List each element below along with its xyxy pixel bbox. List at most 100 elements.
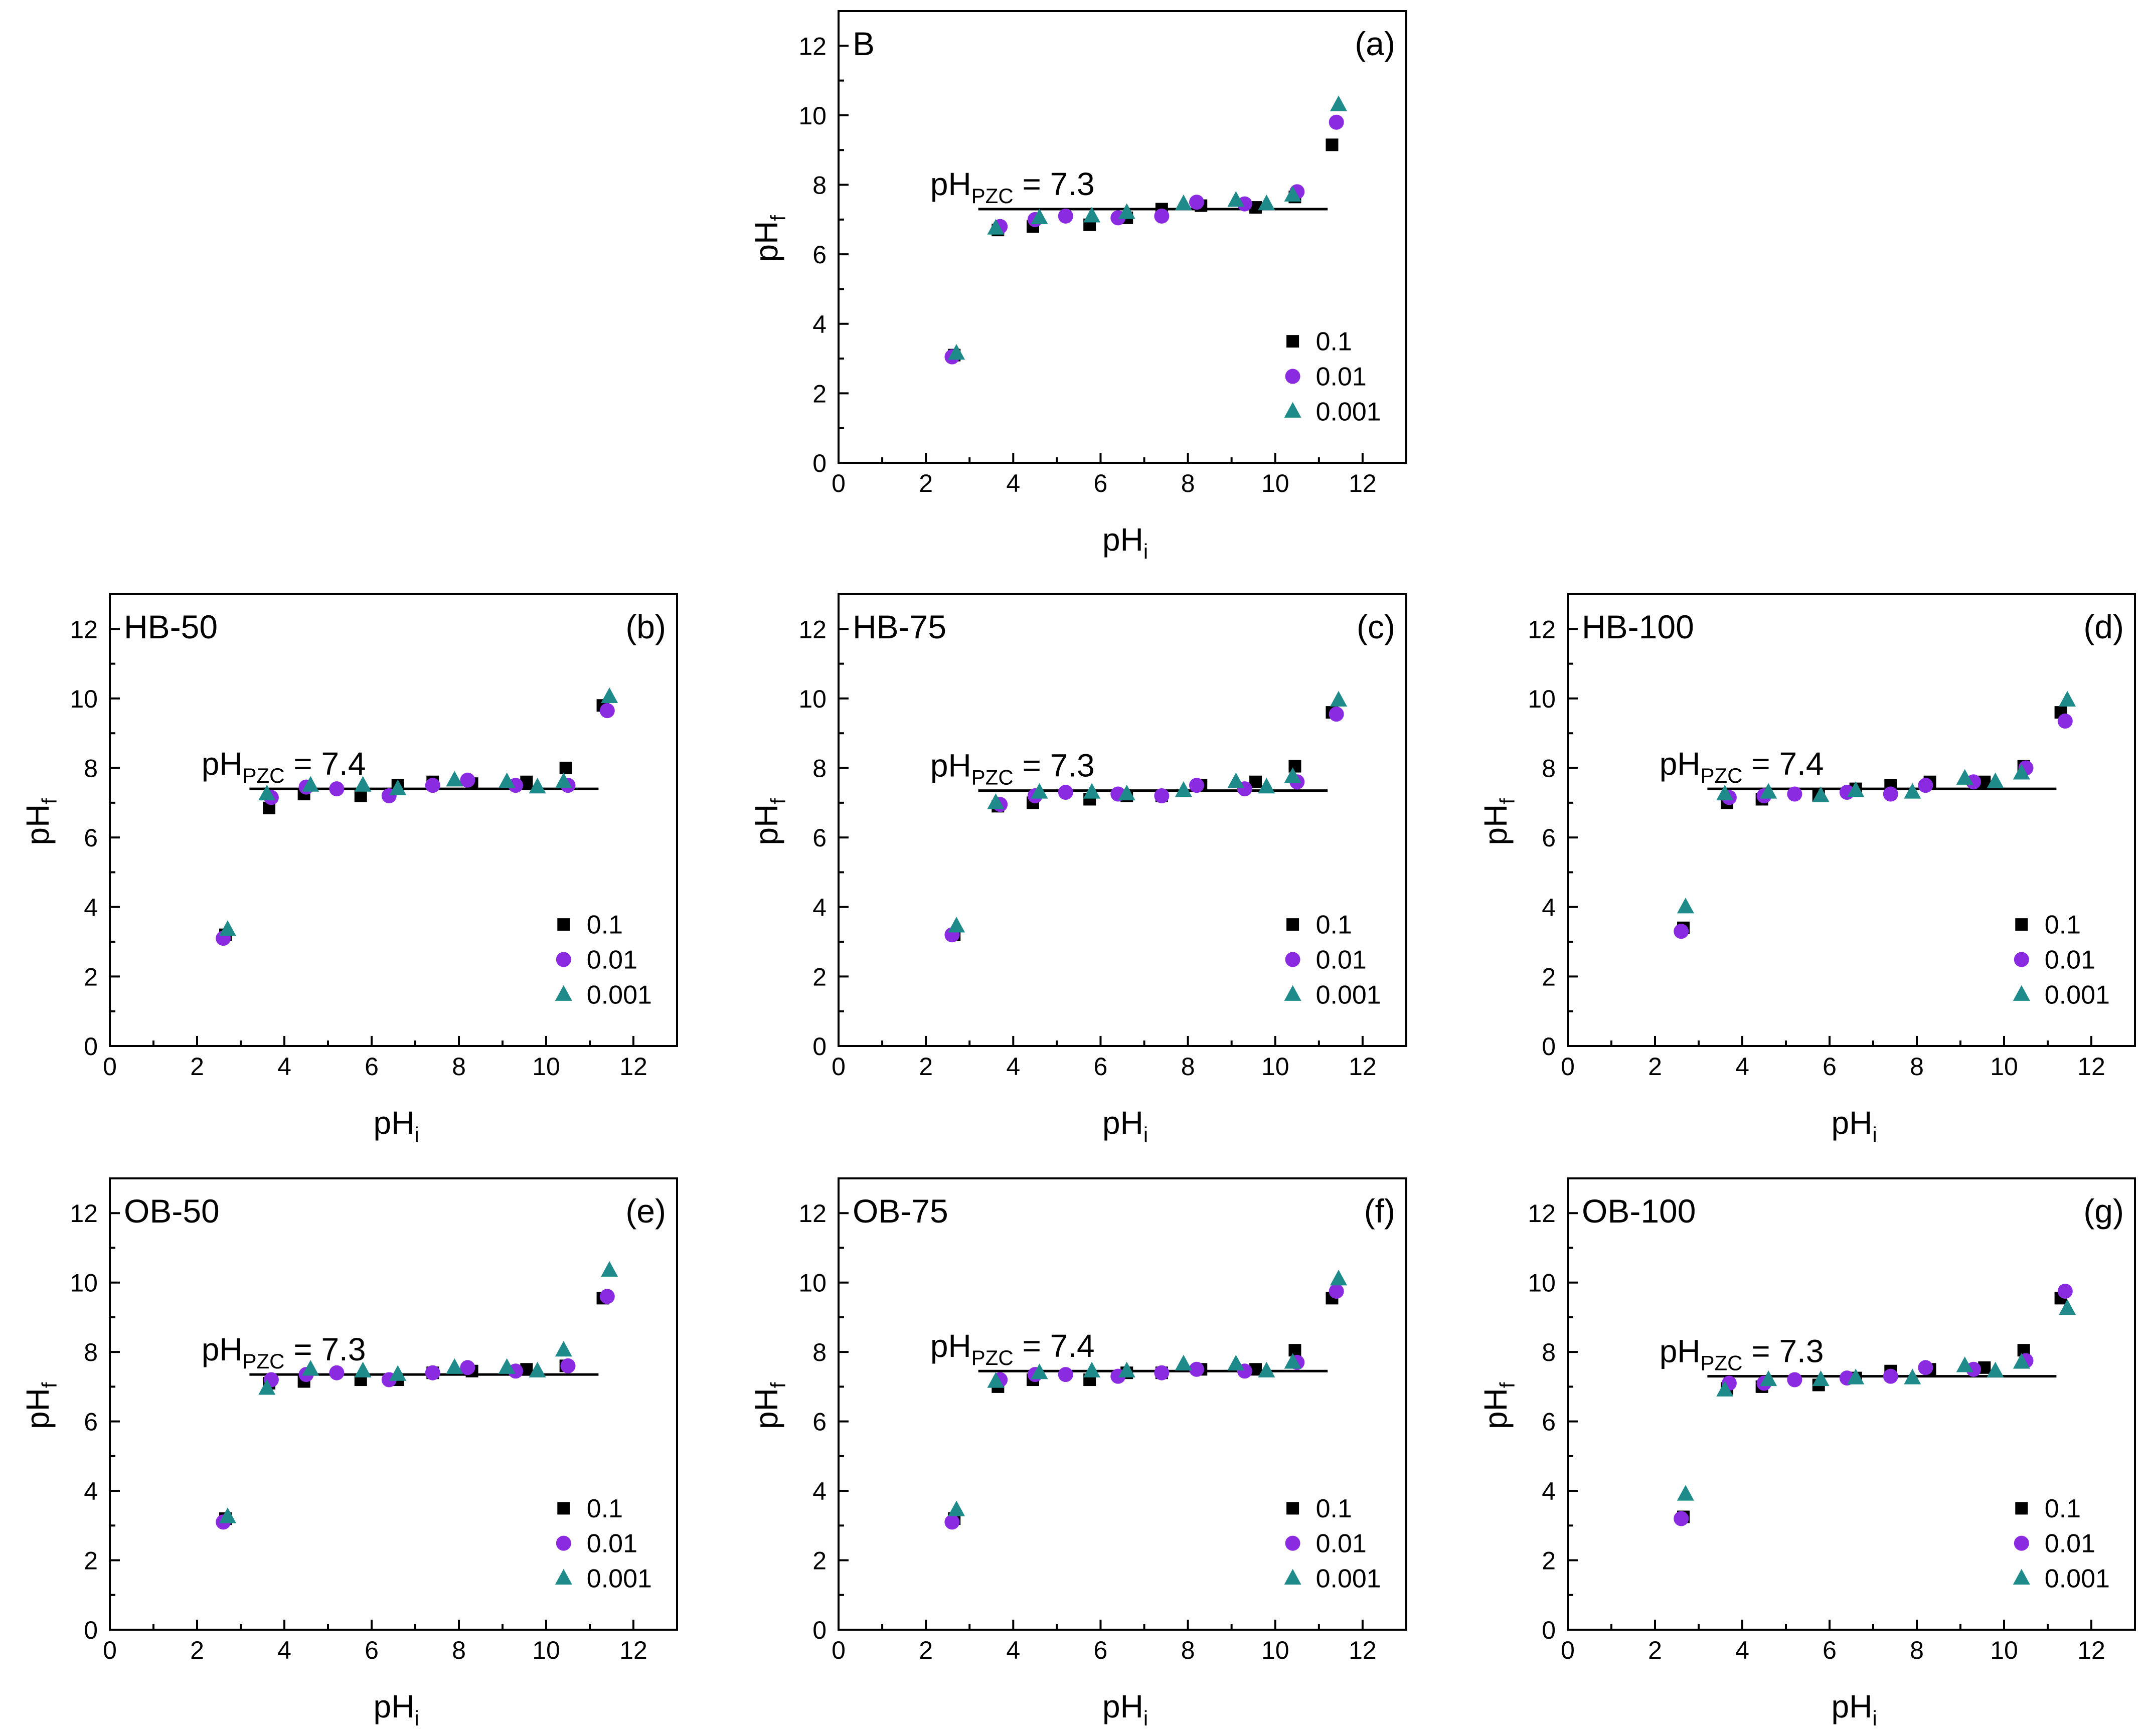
data-point-triangle — [1227, 191, 1245, 207]
legend-label: 0.001 — [1316, 1564, 1381, 1593]
chart-panel-hb-75: 0 2 4 6 8 10 12 0 2 4 6 8 10 12 pHi pHf HB-75 (c) pHPZC = … — [748, 593, 1407, 1146]
y-tick-label: 4 — [812, 894, 827, 922]
y-tick-label: 4 — [812, 310, 827, 338]
y-tick-label: 6 — [812, 824, 827, 852]
data-point-circle — [1918, 778, 1933, 793]
y-tick-label: 0 — [812, 1616, 827, 1644]
legend-label: 0.001 — [2045, 980, 2110, 1009]
x-tick-label: 10 — [1990, 1636, 2018, 1664]
chart-panel-hb-100: 0 2 4 6 8 10 12 0 2 4 6 8 10 12 pHi pHf HB-100 (d) pHPZC =… — [1477, 593, 2136, 1146]
data-point-triangle — [446, 1358, 463, 1374]
x-tick-label: 6 — [1823, 1053, 1837, 1081]
data-point-triangle — [1284, 186, 1301, 202]
sample-name: OB-75 — [853, 1192, 948, 1230]
legend-label: 0.001 — [587, 980, 652, 1009]
legend-marker-triangle — [2013, 1569, 2030, 1585]
legend-marker-circle — [1285, 1535, 1300, 1551]
data-point-triangle — [1175, 1354, 1192, 1370]
data-point-triangle — [1258, 195, 1275, 211]
legend-label: 0.001 — [587, 1564, 652, 1593]
y-tick-label: 0 — [1542, 1616, 1556, 1644]
data-point-circle — [1154, 788, 1170, 803]
x-tick-label: 12 — [619, 1053, 647, 1081]
data-point-triangle — [1716, 1380, 1734, 1397]
y-axis-label: pHf — [748, 798, 790, 845]
y-tick-label: 8 — [84, 755, 98, 783]
data-point-circle — [1189, 195, 1205, 210]
data-point-circle — [1787, 786, 1802, 802]
y-tick-label: 2 — [812, 1547, 827, 1575]
data-point-triangle — [446, 771, 463, 787]
plot-frame — [838, 10, 1407, 464]
x-tick-label: 4 — [1735, 1053, 1749, 1081]
legend-marker-square — [2015, 1502, 2028, 1515]
y-tick-label: 6 — [84, 1408, 98, 1436]
legend-marker-square — [557, 918, 570, 931]
y-tick-label: 2 — [812, 380, 827, 408]
y-tick-label: 6 — [812, 1408, 827, 1436]
data-point-circle — [1154, 1365, 1170, 1380]
legend-label: 0.1 — [1316, 911, 1352, 940]
x-tick-label: 4 — [1735, 1636, 1749, 1664]
legend-marker-triangle — [1284, 1569, 1301, 1585]
x-tick-label: 6 — [1094, 1053, 1108, 1081]
y-axis-label: pHf — [20, 798, 61, 845]
sample-name: HB-75 — [853, 608, 946, 645]
x-tick-label: 8 — [452, 1053, 466, 1081]
y-tick-label: 8 — [812, 1338, 827, 1366]
legend-label: 0.1 — [1316, 1494, 1352, 1523]
y-tick-label: 10 — [1528, 1269, 1556, 1297]
legend-marker-square — [1286, 918, 1299, 931]
legend-label: 0.1 — [587, 1494, 623, 1523]
y-tick-label: 4 — [812, 1477, 827, 1505]
y-tick-label: 4 — [1542, 894, 1556, 922]
data-point-circle — [425, 1365, 440, 1380]
x-tick-label: 2 — [919, 1636, 933, 1664]
data-point-square — [1288, 1344, 1301, 1357]
data-point-triangle — [987, 793, 1005, 809]
legend-marker-triangle — [555, 985, 572, 1001]
legend-label: 0.1 — [2045, 911, 2081, 940]
data-point-circle — [1329, 707, 1344, 722]
legend-marker-circle — [556, 952, 571, 967]
y-tick-label: 2 — [84, 963, 98, 991]
y-tick-label: 10 — [70, 1269, 98, 1297]
data-point-triangle — [948, 344, 965, 360]
y-tick-label: 12 — [798, 32, 827, 60]
y-tick-label: 2 — [812, 963, 827, 991]
data-point-circle — [508, 778, 524, 793]
plot-frame — [838, 593, 1407, 1047]
y-tick-label: 4 — [84, 1477, 98, 1505]
legend-marker-circle — [2014, 952, 2029, 967]
x-tick-label: 12 — [1349, 469, 1377, 497]
sample-name: OB-100 — [1582, 1192, 1696, 1230]
legend-marker-triangle — [555, 1569, 572, 1585]
data-point-circle — [329, 1365, 345, 1380]
data-point-triangle — [601, 687, 618, 704]
data-point-circle — [599, 703, 615, 719]
y-tick-label: 8 — [84, 1338, 98, 1366]
data-point-triangle — [258, 784, 276, 801]
legend-label: 0.01 — [1316, 945, 1367, 974]
data-point-triangle — [1716, 784, 1734, 801]
data-point-square — [559, 762, 572, 775]
data-point-square — [1288, 760, 1301, 773]
panel-label: (e) — [625, 1192, 666, 1230]
data-point-triangle — [1118, 1361, 1135, 1377]
x-tick-label: 8 — [452, 1636, 466, 1664]
data-point-triangle — [987, 1372, 1005, 1388]
data-point-triangle — [2059, 1299, 2076, 1315]
data-point-triangle — [2059, 690, 2076, 707]
pzc-label: pHPZC = 7.3 — [930, 748, 1095, 789]
x-tick-label: 12 — [1349, 1636, 1377, 1664]
x-tick-label: 6 — [365, 1053, 379, 1081]
data-point-circle — [1058, 1367, 1073, 1382]
x-tick-label: 6 — [365, 1636, 379, 1664]
x-tick-label: 6 — [1823, 1636, 1837, 1664]
legend-label: 0.01 — [1316, 1529, 1367, 1558]
data-point-circle — [1674, 924, 1689, 939]
x-tick-label: 2 — [919, 1053, 933, 1081]
chart-panel-ob-100: 0 2 4 6 8 10 12 0 2 4 6 8 10 12 pHi pHf OB-100 (g) pHPZC =… — [1477, 1177, 2136, 1730]
y-tick-label: 4 — [1542, 1477, 1556, 1505]
